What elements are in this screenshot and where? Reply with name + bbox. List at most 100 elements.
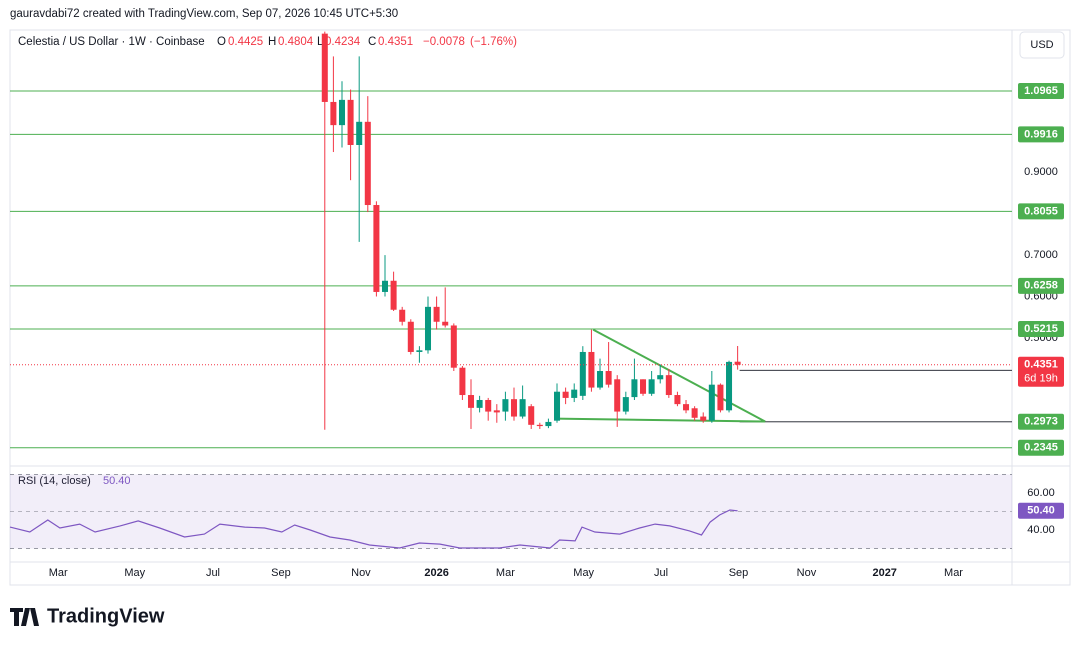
rsi-value-label: 50.40 — [1027, 505, 1055, 517]
level-label-bg — [1018, 203, 1064, 220]
x-tick-label: May — [124, 567, 145, 579]
x-tick-label: Sep — [729, 567, 749, 579]
x-tick-label: Mar — [496, 567, 515, 579]
candle-body — [640, 379, 647, 394]
x-tick-label: 2026 — [424, 567, 448, 579]
candle-body — [614, 379, 621, 412]
candle-body — [321, 33, 328, 102]
y-tick-label: 0.7000 — [1024, 249, 1058, 261]
candle-body — [597, 371, 604, 388]
rsi-legend-value: 50.40 — [103, 475, 131, 487]
candle-body — [605, 371, 612, 385]
currency[interactable]: USD — [1030, 39, 1053, 51]
logo: TradingView — [10, 605, 165, 627]
candle-body — [381, 280, 389, 292]
level-label-bg — [1018, 439, 1064, 456]
level-label: 0.8055 — [1024, 205, 1058, 217]
x-tick-label: Jul — [654, 567, 668, 579]
candle-body — [476, 399, 483, 408]
candle-body — [648, 379, 655, 394]
change: −0.0078 — [423, 36, 465, 48]
candle-body — [433, 306, 440, 322]
level-label-bg — [1018, 126, 1064, 143]
y-tick-label: 0.9000 — [1024, 166, 1058, 178]
candle-body — [683, 404, 690, 411]
x-tick-label: Nov — [797, 567, 817, 579]
rsi-legend: RSI (14, close) — [18, 475, 91, 487]
candle-body — [502, 399, 509, 412]
level-label-bg — [1018, 413, 1064, 430]
candle-body — [631, 379, 638, 398]
trendline — [592, 328, 766, 423]
ohlc-close: 0.4351 — [378, 36, 413, 48]
candle-body — [622, 397, 629, 412]
candle-body — [424, 306, 432, 351]
candle-body — [700, 416, 707, 421]
x-tick-label: Mar — [49, 567, 68, 579]
candle-body — [330, 101, 337, 126]
candle-body — [467, 395, 475, 408]
ohlc-l: L — [317, 36, 324, 48]
level-label: 0.5215 — [1024, 323, 1058, 335]
candle-body — [571, 389, 578, 398]
current-price-bg — [1018, 356, 1064, 387]
change-pct: (−1.76%) — [470, 36, 517, 48]
candle-body — [579, 351, 586, 396]
level-label-bg — [1018, 82, 1064, 99]
candle-body — [356, 121, 363, 145]
candle-body — [493, 410, 500, 413]
symbol: Celestia / US Dollar · 1W · Coinbase — [18, 36, 205, 48]
level-label: 0.6258 — [1024, 280, 1058, 292]
candle-body — [734, 361, 741, 365]
x-tick-label: Sep — [271, 567, 291, 579]
candle-body — [691, 408, 698, 418]
candle-body — [519, 399, 526, 417]
level-label: 1.0965 — [1024, 85, 1058, 97]
rsi-tick-label: 40.00 — [1027, 524, 1055, 536]
ohlc-c: C — [368, 36, 376, 48]
ohlc-open: 0.4425 — [228, 36, 263, 48]
candle-body — [347, 99, 354, 145]
candle-body — [536, 424, 543, 427]
candle-body — [390, 280, 397, 310]
level-label: 0.2973 — [1024, 416, 1058, 428]
currency-button[interactable] — [1019, 31, 1065, 59]
countdown: 6d 19h — [1024, 373, 1058, 385]
candle-body — [364, 121, 371, 206]
logo-text: TradingView — [47, 605, 165, 627]
logo-mark — [10, 608, 39, 626]
candle-body — [373, 205, 380, 292]
candle-body — [407, 321, 414, 352]
candle-body — [708, 384, 715, 421]
candle-body — [717, 384, 724, 411]
rsi-value-bg — [1018, 502, 1064, 519]
frame — [9, 29, 1071, 586]
candle-body — [528, 406, 535, 425]
candle-body — [674, 395, 681, 405]
current-price-label: 0.4351 — [1024, 359, 1058, 371]
x-tick-label: May — [573, 567, 594, 579]
candle-body — [726, 361, 733, 411]
level-label-bg — [1018, 320, 1064, 337]
level-label: 0.9916 — [1024, 128, 1058, 140]
candle-body — [399, 309, 406, 322]
candle-body — [562, 391, 569, 398]
ohlc-h: H — [268, 36, 276, 48]
ohlc-high: 0.4804 — [278, 36, 314, 48]
candle-body — [665, 375, 672, 396]
candle-body — [338, 99, 346, 126]
candle-body — [459, 367, 466, 396]
candle-body — [657, 375, 664, 380]
candle-body — [485, 399, 492, 412]
x-tick-label: Jul — [206, 567, 220, 579]
candle-body — [545, 421, 552, 427]
ohlc-low: 0.4234 — [325, 36, 361, 48]
trendline — [556, 417, 766, 423]
x-tick-label: 2027 — [872, 567, 896, 579]
ohlc-o: O — [217, 36, 226, 48]
candle-body — [511, 399, 518, 417]
level-label-bg — [1018, 277, 1064, 294]
candle-body — [554, 391, 561, 421]
level-label: 0.2345 — [1024, 442, 1058, 454]
